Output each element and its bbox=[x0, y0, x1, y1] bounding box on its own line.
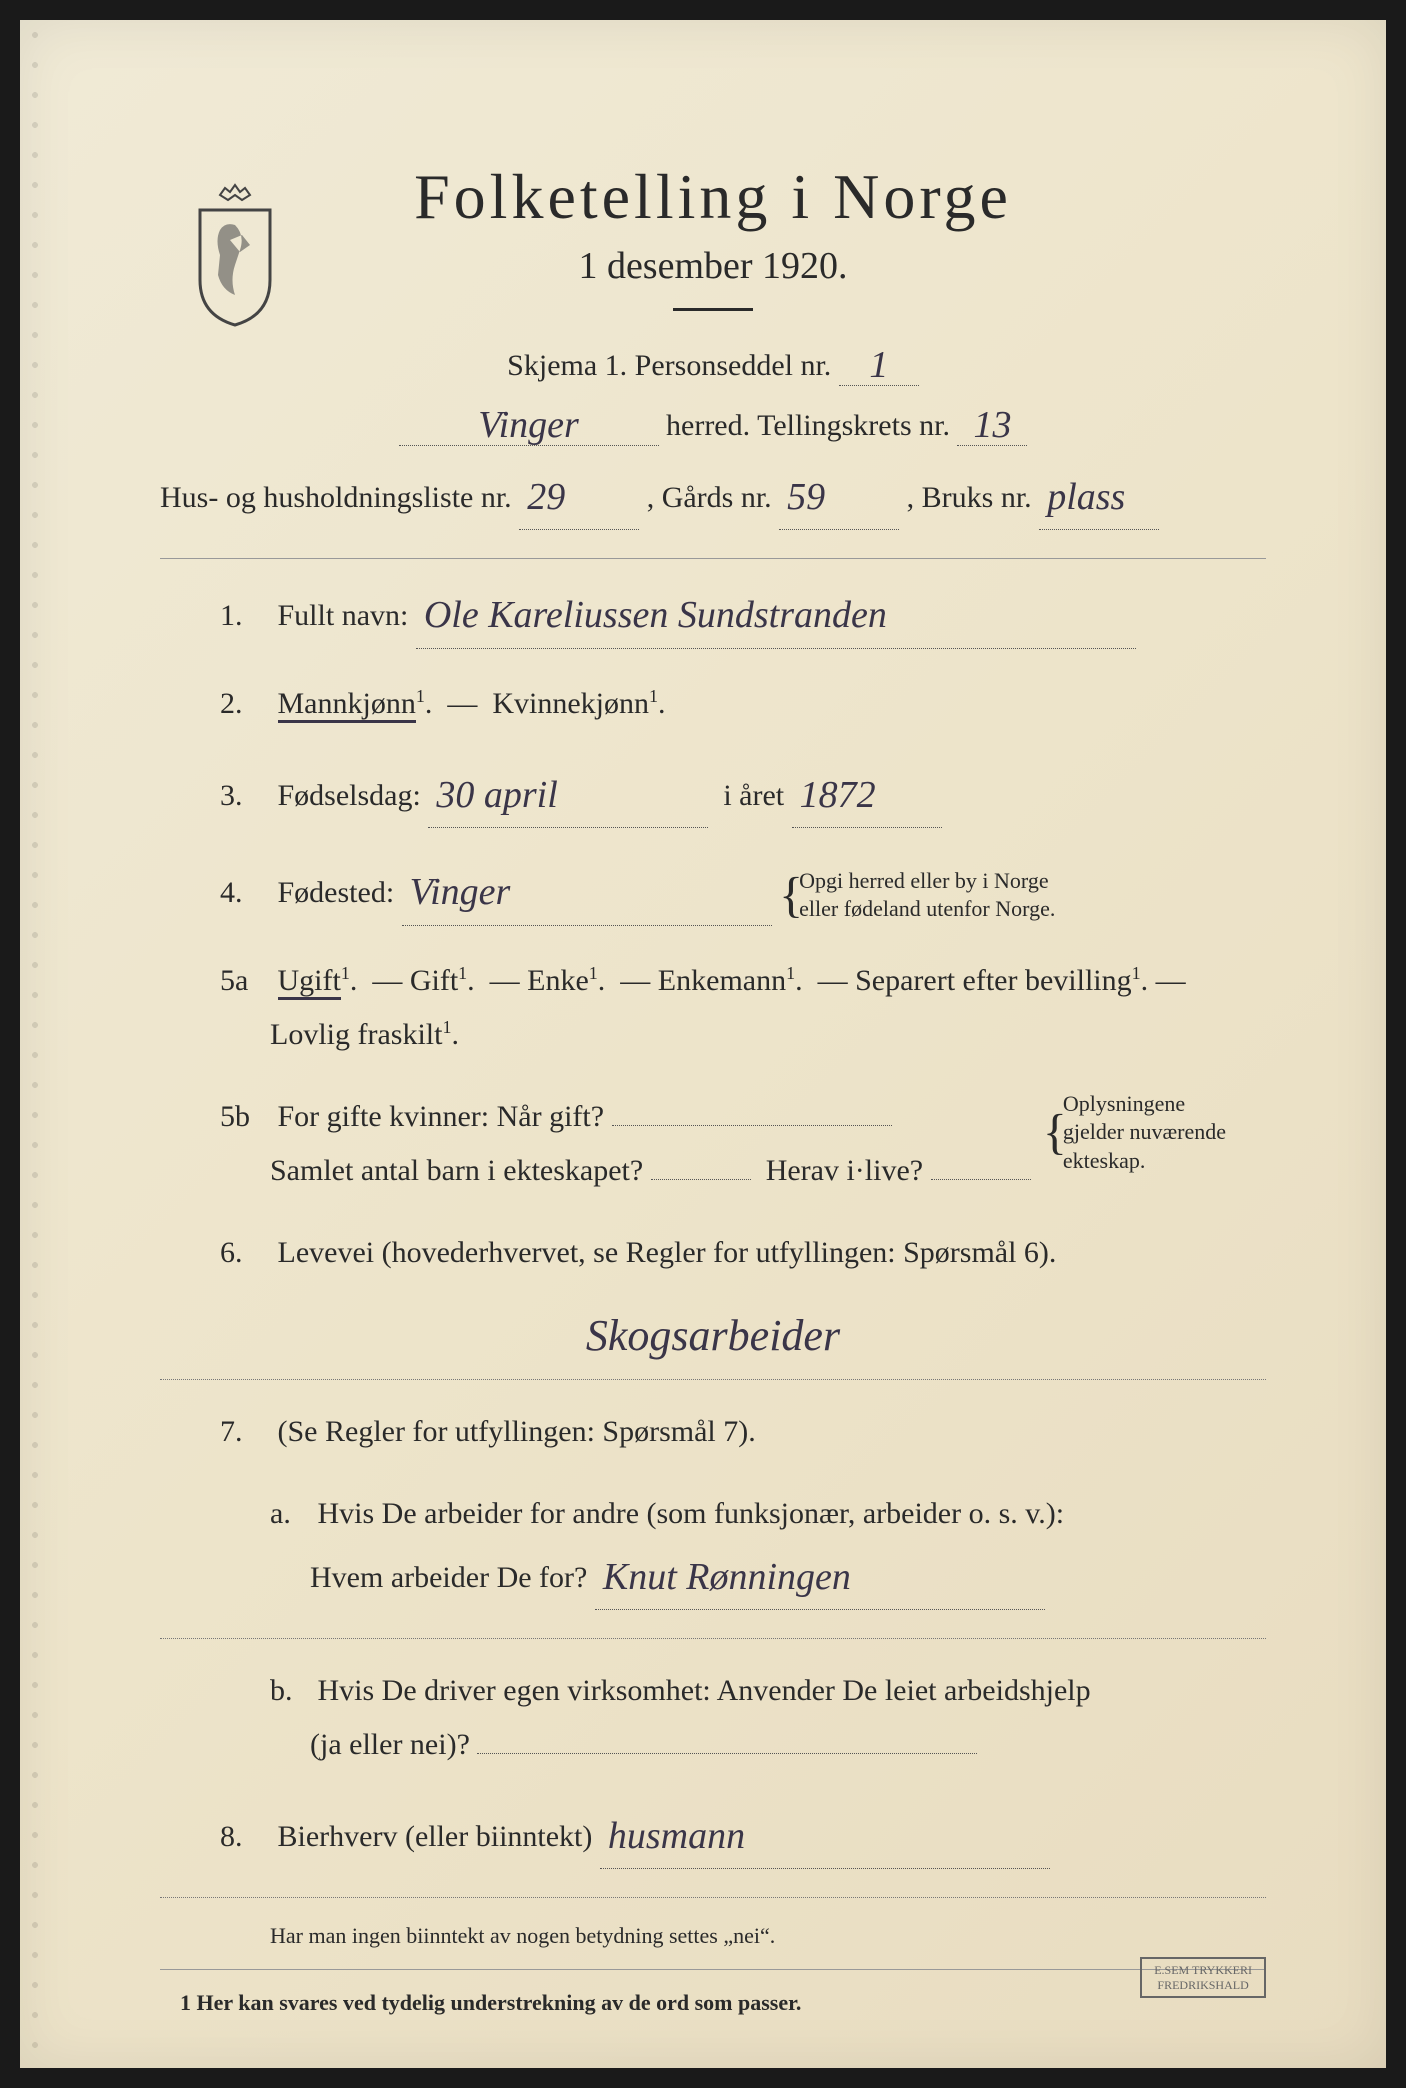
q8-value: husmann bbox=[600, 1815, 753, 1857]
q5a-gift: Gift bbox=[410, 964, 458, 997]
question-5a: 5a Ugift1. — Gift1. — Enke1. — Enkemann1… bbox=[160, 954, 1266, 1062]
gards-label: , Gårds nr. bbox=[647, 481, 772, 514]
form-meta-line-2: Vinger herred. Tellingskrets nr. 13 bbox=[160, 401, 1266, 446]
q3-year-label: i året bbox=[723, 779, 784, 812]
question-6: 6. Levevei (hovederhvervet, se Regler fo… bbox=[160, 1226, 1266, 1280]
q5b-note-line3: ekteskap. bbox=[1063, 1148, 1145, 1173]
question-1: 1. Fullt navn: Ole Kareliussen Sundstran… bbox=[160, 579, 1266, 648]
norwegian-coat-of-arms bbox=[180, 180, 290, 330]
question-7: 7. (Se Regler for utfyllingen: Spørsmål … bbox=[160, 1405, 1266, 1459]
gards-value: 59 bbox=[779, 476, 833, 518]
page-title: Folketelling i Norge bbox=[160, 160, 1266, 234]
q5a-separert: Separert efter bevilling bbox=[855, 964, 1132, 997]
printer-stamp: E.SEM TRYKKERI FREDRIKSHALD bbox=[1140, 1957, 1266, 1998]
q2-num: 2. bbox=[220, 677, 270, 731]
q4-note-line2: eller fødeland utenfor Norge. bbox=[799, 896, 1055, 921]
q6-label: Levevei (hovederhvervet, se Regler for u… bbox=[278, 1236, 1057, 1269]
q8-num: 8. bbox=[220, 1810, 270, 1864]
q5b-num: 5b bbox=[220, 1090, 270, 1144]
q7b-line2: (ja eller nei)? bbox=[270, 1728, 470, 1761]
census-form-page: Folketelling i Norge 1 desember 1920. Sk… bbox=[20, 20, 1386, 2068]
bruks-label: , Bruks nr. bbox=[907, 481, 1032, 514]
form-meta-line-1: Skjema 1. Personseddel nr. 1 bbox=[160, 341, 1266, 386]
header-divider bbox=[673, 308, 753, 311]
q6-dotted-line bbox=[160, 1379, 1266, 1380]
q7a-line1: Hvis De arbeider for andre (som funksjon… bbox=[318, 1497, 1065, 1530]
q5a-lovlig: Lovlig fraskilt bbox=[220, 1018, 442, 1051]
bruks-value: plass bbox=[1039, 476, 1133, 518]
stamp-line1: E.SEM TRYKKERI bbox=[1154, 1963, 1252, 1977]
q5a-ugift: Ugift bbox=[278, 964, 341, 997]
q4-note: Opgi herred eller by i Norge eller fødel… bbox=[779, 867, 1055, 924]
question-8: 8. Bierhverv (eller biinntekt) husmann bbox=[160, 1800, 1266, 1869]
q5b-label3: Herav i·live? bbox=[766, 1154, 923, 1187]
page-subtitle: 1 desember 1920. bbox=[160, 244, 1266, 288]
question-5b: 5b For gifte kvinner: Når gift? Oplysnin… bbox=[160, 1090, 1266, 1198]
q5a-num: 5a bbox=[220, 954, 270, 1008]
q4-note-line1: Opgi herred eller by i Norge bbox=[799, 868, 1048, 893]
q7a-dotted-line bbox=[160, 1638, 1266, 1639]
q2-sup2: 1 bbox=[649, 686, 658, 706]
q5b-note-line1: Oplysningene bbox=[1063, 1091, 1185, 1116]
q7a-line2: Hvem arbeider De for? bbox=[270, 1561, 587, 1594]
herred-value: Vinger bbox=[470, 404, 587, 446]
stamp-line2: FREDRIKSHALD bbox=[1157, 1978, 1248, 1992]
q7a-letter: a. bbox=[270, 1487, 310, 1541]
q5b-label1: For gifte kvinner: Når gift? bbox=[278, 1100, 605, 1133]
question-2: 2. Mannkjønn1. — Kvinnekjønn1. bbox=[160, 677, 1266, 731]
q4-num: 4. bbox=[220, 866, 270, 920]
hus-label: Hus- og husholdningsliste nr. bbox=[160, 481, 512, 514]
q1-value: Ole Kareliussen Sundstranden bbox=[416, 594, 895, 636]
question-7b: b. Hvis De driver egen virksomhet: Anven… bbox=[160, 1664, 1266, 1772]
perforated-edge bbox=[20, 20, 60, 2068]
question-4: 4. Fødested: Vinger Opgi herred eller by… bbox=[160, 856, 1266, 925]
form-header: Folketelling i Norge 1 desember 1920. bbox=[160, 160, 1266, 311]
q5a-enkemann: Enkemann bbox=[658, 964, 786, 997]
herred-label: herred. Tellingskrets nr. bbox=[666, 409, 950, 442]
q4-value: Vinger bbox=[402, 871, 519, 913]
footnote-2: 1 Her kan svares ved tydelig understrekn… bbox=[160, 1990, 1266, 2016]
q5b-note: Oplysningene gjelder nuværende ekteskap. bbox=[1043, 1090, 1226, 1176]
question-3: 3. Fødselsdag: 30 april i året 1872 bbox=[160, 759, 1266, 828]
q5b-label2: Samlet antal barn i ekteskapet? bbox=[220, 1154, 643, 1187]
q7a-value: Knut Rønningen bbox=[595, 1556, 859, 1598]
q2-mann: Mannkjønn bbox=[278, 687, 416, 720]
q2-kvinne: Kvinnekjønn bbox=[492, 687, 649, 720]
crest-icon bbox=[180, 180, 290, 330]
q4-label: Fødested: bbox=[278, 876, 395, 909]
q7b-line1: Hvis De driver egen virksomhet: Anvender… bbox=[318, 1674, 1091, 1707]
q7-num: 7. bbox=[220, 1405, 270, 1459]
tellingskrets-value: 13 bbox=[965, 404, 1019, 446]
q2-sup1: 1 bbox=[416, 686, 425, 706]
q7-label: (Se Regler for utfyllingen: Spørsmål 7). bbox=[278, 1415, 756, 1448]
q3-num: 3. bbox=[220, 769, 270, 823]
section-divider bbox=[160, 558, 1266, 559]
footnote-1: Har man ingen biinntekt av nogen betydni… bbox=[160, 1923, 1266, 1949]
q3-year-value: 1872 bbox=[792, 774, 884, 816]
q3-label: Fødselsdag: bbox=[278, 779, 421, 812]
q3-day-value: 30 april bbox=[428, 774, 565, 816]
q1-label: Fullt navn: bbox=[278, 599, 409, 632]
hus-value: 29 bbox=[519, 476, 573, 518]
q1-num: 1. bbox=[220, 589, 270, 643]
personseddel-value: 1 bbox=[861, 344, 896, 386]
q5a-enke: Enke bbox=[527, 964, 589, 997]
q8-dotted-line bbox=[160, 1897, 1266, 1898]
q6-num: 6. bbox=[220, 1226, 270, 1280]
form-meta-line-3: Hus- og husholdningsliste nr. 29 , Gårds… bbox=[160, 461, 1266, 530]
q5b-note-line2: gjelder nuværende bbox=[1063, 1119, 1226, 1144]
q8-label: Bierhverv (eller biinntekt) bbox=[278, 1820, 593, 1853]
q7b-letter: b. bbox=[270, 1664, 310, 1718]
question-7a: a. Hvis De arbeider for andre (som funks… bbox=[160, 1487, 1266, 1610]
q6-answer-line: Skogsarbeider bbox=[160, 1308, 1266, 1359]
footer-divider bbox=[160, 1969, 1266, 1970]
q6-value: Skogsarbeider bbox=[578, 1311, 848, 1360]
skjema-label: Skjema 1. Personseddel nr. bbox=[507, 349, 831, 382]
